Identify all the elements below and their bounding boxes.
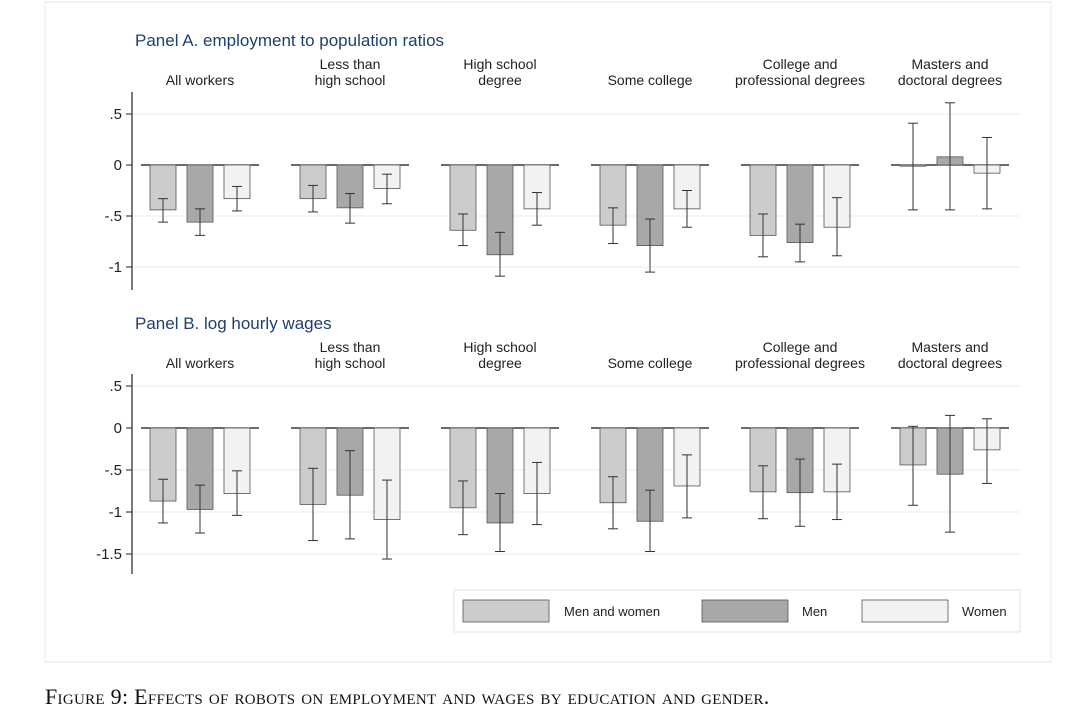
category-label: degree <box>478 355 522 371</box>
category-label: Some college <box>608 72 693 88</box>
y-tick-label: -.5 <box>104 208 122 225</box>
legend-swatch <box>861 599 949 623</box>
category-label: high school <box>315 355 386 371</box>
category-label: Less than <box>320 339 381 355</box>
category-label: degree <box>478 72 522 88</box>
y-tick-label: -.5 <box>104 462 122 479</box>
category-label: All workers <box>166 72 234 88</box>
panel-title: Panel A. employment to population ratios <box>135 31 444 50</box>
panel-a: Panel A. employment to population ratios… <box>104 31 1020 290</box>
category-label: College and <box>763 339 838 355</box>
figure: Panel A. employment to population ratios… <box>44 1 1052 663</box>
legend: Men and women Men Women <box>453 589 1021 633</box>
legend-label: Women <box>962 604 1007 619</box>
category-label: professional degrees <box>735 355 865 371</box>
category-label: high school <box>315 72 386 88</box>
category-label: Some college <box>608 355 693 371</box>
plot-frame <box>44 1 1052 663</box>
category-label: professional degrees <box>735 72 865 88</box>
category-label: Masters and <box>911 56 988 72</box>
panel-title: Panel B. log hourly wages <box>135 314 332 333</box>
legend-swatch <box>701 599 789 623</box>
legend-swatch <box>462 599 550 623</box>
category-label: Masters and <box>911 339 988 355</box>
y-tick-label: -1 <box>109 504 122 521</box>
category-label: doctoral degrees <box>898 355 1002 371</box>
panel-b: Panel B. log hourly wages All workers Less… <box>96 314 1020 574</box>
category-label: All workers <box>166 355 234 371</box>
y-tick-label: 0 <box>114 420 122 437</box>
category-label: High school <box>463 339 536 355</box>
y-tick-label: .5 <box>109 106 122 123</box>
category-label: College and <box>763 56 838 72</box>
y-tick-label: 0 <box>114 157 122 174</box>
legend-label: Men <box>802 604 827 619</box>
category-label: High school <box>463 56 536 72</box>
legend-label: Men and women <box>564 604 660 619</box>
y-tick-label: -1 <box>109 259 122 276</box>
category-label: doctoral degrees <box>898 72 1002 88</box>
y-tick-label: -1.5 <box>96 546 122 563</box>
y-tick-label: .5 <box>109 378 122 395</box>
figure-caption: Figure 9: Effects of robots on employmen… <box>45 684 770 709</box>
category-label: Less than <box>320 56 381 72</box>
